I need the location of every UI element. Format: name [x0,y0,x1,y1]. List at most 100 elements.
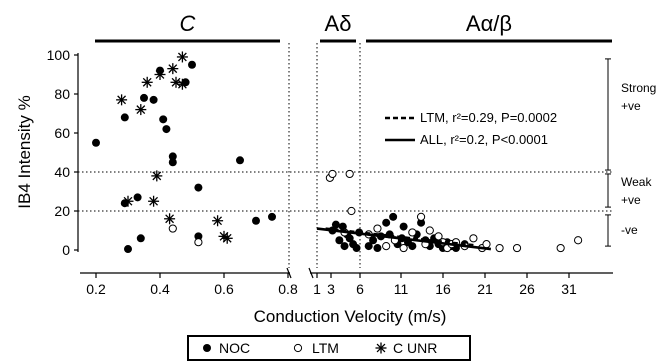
data-point [218,230,230,242]
legend-label: LTM [312,340,339,356]
data-point [194,183,203,192]
data-point [212,215,224,227]
fit-legend-label: LTM, r²=0.29, P=0.0002 [420,110,557,125]
x-tick-label: 1 [313,281,321,297]
axis-break-mark [308,267,314,279]
axis-break-mark [286,267,292,279]
data-point [399,243,408,253]
legend: LTM, r²=0.29, P=0.0002 ALL, r²=0.2, P<0.0… [187,110,557,361]
data-point [495,243,504,253]
series-c-unr [116,51,233,244]
data-point [140,93,148,102]
y-tick-label: 100 [47,47,71,63]
data-point [154,69,166,80]
data-point [162,125,171,134]
data-point [340,242,349,251]
legend-marker [203,344,211,352]
data-point [347,206,356,216]
asterisk-stroke [213,216,223,226]
data-point [425,226,434,235]
data-point [116,94,128,106]
data-point [141,76,153,88]
legend-label: NOC [219,340,250,356]
data-point [122,195,134,207]
x-tick-label: 21 [477,281,493,297]
data-point [335,236,344,245]
data-point [416,212,426,221]
data-point [469,234,478,243]
data-point [268,212,276,221]
fit-line-all [316,227,492,251]
data-point [574,236,583,245]
panel-label: Aα/β [466,11,512,36]
legend-label: C UNR [393,340,437,356]
data-point [136,234,145,243]
x-tick-label: 0.4 [150,281,170,297]
x-tick-label: 3 [327,281,335,297]
data-point [345,169,354,179]
data-point [188,60,196,69]
data-point [168,224,177,233]
asterisk-stroke [376,343,386,353]
x-axis-title: Conduction Velocity (m/s) [254,307,447,326]
asterisk-stroke [177,52,187,62]
data-point [434,232,443,241]
y-tick-label: 60 [54,125,70,141]
data-point [159,115,168,124]
labels: C Aδ Aα/β Strong +ve Weak +ve -ve IB4 Intensity … [15,11,656,326]
panel-label: C [180,11,196,36]
data-point [512,243,522,253]
x-tick-label: 26 [519,281,535,297]
band-label: +ve [621,193,641,207]
asterisk-stroke [123,196,133,206]
data-point [133,193,142,202]
series-ltm [168,169,583,253]
data-point [135,104,147,116]
data-point [221,232,233,244]
data-point [373,224,382,233]
x-tick-label: 31 [561,281,577,297]
data-point [149,95,158,104]
data-point [399,222,408,231]
asterisk-stroke [222,233,232,243]
band-label: Weak [621,175,652,189]
data-point [148,195,160,207]
data-point [345,234,354,243]
fit-legend-label: ALL, r²=0.2, P<0.0001 [420,132,548,147]
data-point [382,218,391,227]
data-point [151,170,163,182]
band-label: +ve [621,99,641,113]
asterisk-stroke [117,95,127,105]
data-point [194,238,203,247]
data-point [120,113,129,122]
asterisk-stroke [177,79,187,89]
y-axis-title: IB4 Intensity % [15,95,34,208]
asterisk-stroke [168,64,178,74]
data-point [92,138,100,147]
data-point [389,212,398,221]
data-point [124,245,132,254]
x-tick-label: 11 [394,281,409,297]
data-point [373,244,382,253]
data-point [328,169,337,179]
y-tick-label: 20 [54,203,70,219]
y-tick-label: 40 [54,164,70,180]
asterisk-stroke [136,105,146,115]
data-point [167,63,179,75]
panel-label: Aδ [325,11,352,36]
series-noc [92,60,469,254]
data-point [236,156,244,165]
x-tick-label: 16 [435,281,451,297]
data-point [482,240,491,249]
data-point [252,216,260,225]
legend-marker [293,343,303,353]
data-point [164,213,176,225]
data-point [369,236,378,245]
asterisk-stroke [149,196,159,206]
band-label: -ve [621,223,638,237]
y-tick-label: 80 [54,86,70,102]
data-point [352,244,361,253]
asterisk-stroke [152,171,162,181]
x-tick-label: 0.6 [214,281,234,297]
